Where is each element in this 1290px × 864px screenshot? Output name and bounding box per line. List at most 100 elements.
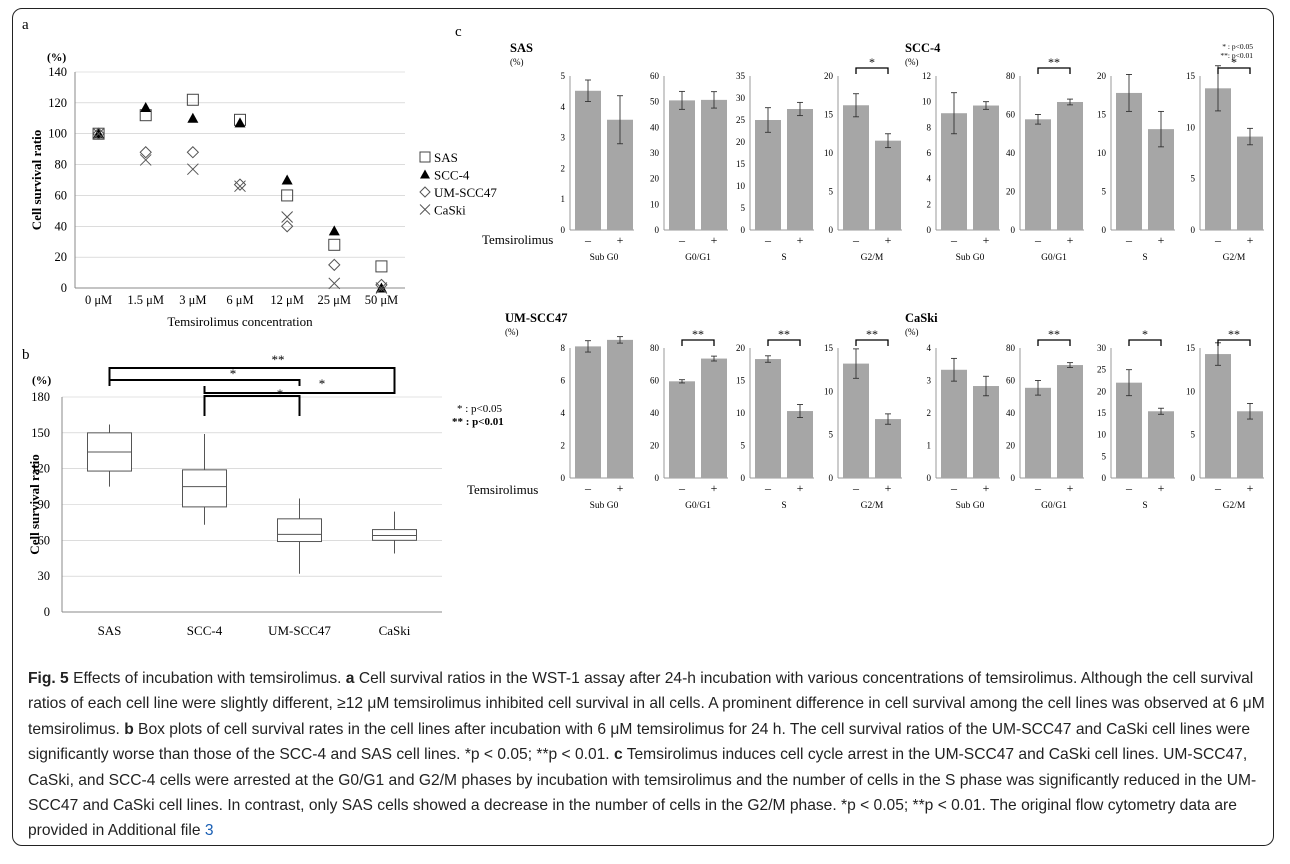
c-condition-label: – bbox=[950, 481, 958, 495]
c-ytick-label: 2 bbox=[561, 441, 566, 451]
c-sig-label: * bbox=[869, 55, 875, 69]
c-sig-bracket bbox=[1037, 67, 1071, 74]
c-ytick-label: 0 bbox=[741, 225, 746, 235]
c-phase-label: Sub G0 bbox=[590, 501, 619, 511]
c-phase-label: S bbox=[1142, 501, 1147, 511]
c-bar bbox=[1205, 88, 1231, 230]
c-ytick-label: 15 bbox=[1186, 343, 1196, 353]
c-sig-bracket bbox=[855, 67, 889, 74]
c-phase-label: G0/G1 bbox=[1041, 253, 1067, 263]
a-legend-marker-caski bbox=[419, 204, 431, 215]
c-ytick-label: 10 bbox=[824, 386, 834, 396]
c-condition-label: + bbox=[1158, 233, 1165, 247]
a-legend-label: SAS bbox=[434, 150, 458, 165]
c-ytick-label: 80 bbox=[1006, 71, 1016, 81]
c-ytick-label: 15 bbox=[1097, 110, 1107, 120]
c-ytick-label: 6 bbox=[561, 376, 566, 386]
b-ytick-label: 0 bbox=[44, 605, 50, 619]
c-condition-label: – bbox=[1125, 233, 1133, 247]
c-phase-label: Sub G0 bbox=[590, 253, 619, 263]
b-ytick-label: 150 bbox=[31, 426, 50, 440]
caption-c-text: Temsirolimus induces cell cycle arrest i… bbox=[28, 746, 1257, 840]
c-phase-label: G2/M bbox=[1223, 253, 1246, 263]
figure-caption: Fig. 5 Effects of incubation with temsir… bbox=[28, 666, 1268, 844]
c-ytick-label: 60 bbox=[1006, 110, 1016, 120]
c-ytick-label: 20 bbox=[1006, 187, 1016, 197]
a-point-caski-b bbox=[328, 277, 341, 290]
a-x-label: Temsirolimus concentration bbox=[167, 314, 313, 329]
c-ytick-label: 2 bbox=[927, 199, 932, 209]
c-phase-label: G2/M bbox=[861, 253, 884, 263]
c-bar bbox=[843, 105, 869, 230]
c-ytick-label: 1 bbox=[927, 441, 932, 451]
c-bar bbox=[1116, 92, 1142, 230]
a-point-caski bbox=[281, 211, 293, 223]
b-ytick-label: 180 bbox=[31, 390, 50, 404]
c-sig-label: ** bbox=[778, 327, 790, 341]
c-ytick-label: 0 bbox=[1011, 225, 1016, 235]
c-condition-label: – bbox=[764, 233, 772, 247]
c-ytick-label: 5 bbox=[1102, 451, 1107, 461]
c-ytick-label: 25 bbox=[736, 115, 746, 125]
b-xtick-label: SCC-4 bbox=[187, 623, 223, 638]
panel-label-a: a bbox=[22, 17, 29, 33]
c-ytick-label: 15 bbox=[824, 343, 834, 353]
c-bar bbox=[755, 120, 781, 230]
a-point-caski-b bbox=[234, 180, 246, 193]
a-ytick-label: 60 bbox=[55, 188, 68, 202]
c-ytick-label: 10 bbox=[1097, 148, 1107, 158]
a-point-caski-b bbox=[281, 211, 293, 223]
a-xtick-label: 1.5 μM bbox=[127, 293, 164, 307]
c-bar bbox=[787, 411, 813, 478]
c-key-one: * : p<0.05 bbox=[1222, 42, 1253, 51]
a-point-caski bbox=[375, 282, 388, 294]
c-condition-label: + bbox=[885, 233, 892, 247]
c-ytick-label: 12 bbox=[922, 71, 931, 81]
a-ytick-label: 80 bbox=[55, 158, 68, 172]
caption-a-text: Cell survival ratios in the WST-1 assay … bbox=[28, 670, 1265, 738]
c-ytick-label: 5 bbox=[1191, 174, 1196, 184]
c-ytick-label: 10 bbox=[1097, 430, 1107, 440]
a-legend-marker-scc-4 bbox=[420, 169, 430, 179]
c-phase-label: G2/M bbox=[861, 501, 884, 511]
b-comparison-bracket bbox=[108, 367, 396, 386]
c-bar bbox=[1025, 119, 1051, 230]
a-xtick-label: 3 μM bbox=[179, 293, 206, 307]
c-ytick-label: 0 bbox=[927, 225, 932, 235]
c-ytick-label: 0 bbox=[829, 225, 834, 235]
c-bar bbox=[701, 99, 727, 231]
c-sig-bracket bbox=[855, 339, 889, 346]
c-ytick-label: 20 bbox=[650, 174, 660, 184]
b-box bbox=[182, 469, 227, 508]
c-condition-label: + bbox=[1067, 481, 1074, 495]
a-xtick-label: 50 μM bbox=[365, 293, 398, 307]
c-ytick-label: 40 bbox=[1006, 408, 1016, 418]
b-xtick-label: SAS bbox=[98, 623, 122, 638]
c-ytick-label: 5 bbox=[1191, 430, 1196, 440]
c-ytick-label: 0 bbox=[561, 473, 566, 483]
c-bar bbox=[1205, 354, 1231, 478]
c-phase-label: S bbox=[781, 501, 786, 511]
c-ytick-label: 2 bbox=[561, 163, 566, 173]
c-ytick-label: 0 bbox=[655, 473, 660, 483]
c-condition-label: – bbox=[1034, 481, 1042, 495]
a-point-caski-b bbox=[375, 282, 388, 294]
b-comparison-bracket bbox=[203, 386, 396, 394]
c-ytick-label: 8 bbox=[927, 122, 932, 132]
c-bar bbox=[669, 381, 695, 478]
additional-file-link[interactable]: 3 bbox=[204, 822, 214, 840]
a-legend-label: UM-SCC47 bbox=[434, 185, 497, 200]
c-bar bbox=[575, 346, 601, 478]
a-xtick-label: 12 μM bbox=[270, 293, 303, 307]
c-group-unit: (%) bbox=[905, 57, 919, 67]
a-point-um-scc47 bbox=[280, 220, 294, 233]
c-ytick-label: 15 bbox=[1097, 408, 1107, 418]
c-group-title: UM-SCC47 bbox=[505, 311, 568, 325]
a-point-caski bbox=[92, 127, 105, 140]
a-point-caski-b bbox=[187, 163, 199, 176]
a-xtick-label: 6 μM bbox=[226, 293, 253, 307]
c-condition-label: + bbox=[1247, 481, 1254, 495]
c-sig-label: ** bbox=[1228, 327, 1240, 341]
